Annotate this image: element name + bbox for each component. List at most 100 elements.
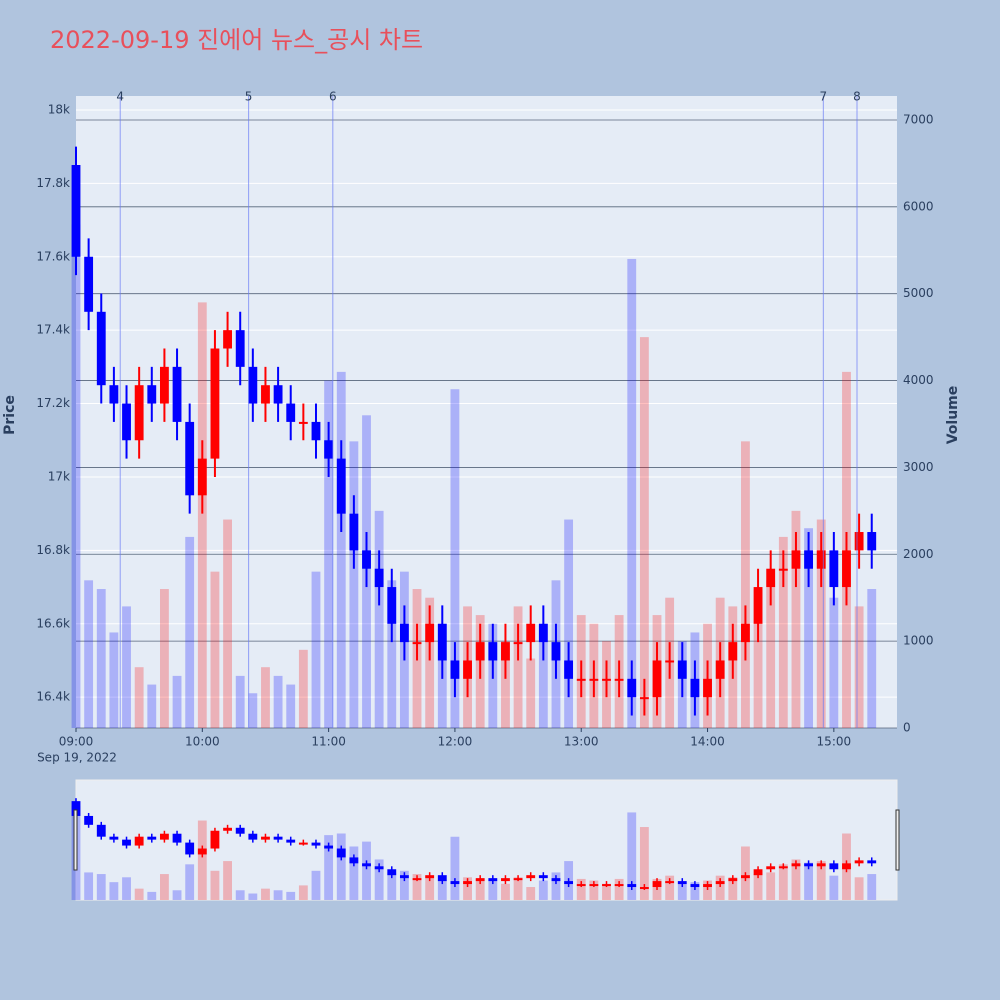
slider-candle-body	[425, 875, 435, 879]
slider-candle-body	[450, 881, 460, 885]
candle-body	[425, 623, 435, 643]
slider-volume-bar	[639, 827, 649, 900]
slider-candle-body	[197, 848, 207, 855]
slider-candle-body	[261, 836, 270, 840]
volume-bar	[134, 667, 144, 728]
volume-bar	[197, 302, 207, 728]
slider-volume-bar	[412, 874, 422, 900]
candle-body	[235, 330, 245, 367]
slider-volume-bar	[172, 890, 182, 900]
volume-bar	[829, 597, 839, 728]
volume-bar	[159, 589, 169, 728]
volume-bar	[109, 632, 119, 728]
slider-candle-body	[639, 887, 649, 890]
volume-bar	[172, 675, 182, 728]
slider-volume-bar	[159, 874, 169, 900]
slider-volume-bar	[829, 875, 839, 900]
slider-handle[interactable]	[73, 809, 78, 871]
slider-candle-body	[248, 833, 258, 840]
volume-bar	[298, 649, 308, 728]
slider-candle-body	[185, 842, 195, 855]
volume-bar	[324, 380, 334, 728]
slider-candle-body	[336, 848, 346, 858]
news-label: 5	[245, 90, 253, 104]
slider-candle-body	[374, 866, 384, 870]
candle-body	[816, 550, 826, 569]
slider-candle-body	[854, 860, 864, 864]
slider-candle-body	[589, 884, 599, 887]
slider-candle-body	[753, 869, 763, 876]
volume-bar	[185, 536, 195, 728]
candle-body	[122, 403, 131, 441]
x-tick-label: 09:00	[59, 735, 94, 749]
slider-candle-body	[399, 875, 409, 879]
slider-handle[interactable]	[895, 809, 900, 871]
y2-tick-label: 3000	[903, 460, 934, 474]
slider-volume-bar	[96, 874, 106, 900]
slider-volume-bar	[147, 891, 157, 900]
slider-volume-bar	[778, 864, 788, 900]
slider-candle-body	[210, 830, 220, 849]
slider-volume-bar	[804, 862, 814, 900]
y2-tick-label: 5000	[903, 286, 934, 300]
y2-tick-label: 7000	[903, 112, 934, 126]
volume-bar	[753, 589, 763, 728]
slider-candle-body	[778, 866, 788, 869]
slider-candle-body	[437, 875, 447, 882]
volume-bar	[526, 658, 536, 728]
slider-candle-body	[816, 863, 826, 867]
news-label: 6	[329, 90, 337, 104]
candle-body	[501, 642, 510, 661]
slider-candle-body	[362, 863, 371, 867]
slider-volume-bar	[703, 880, 712, 900]
slider-candle-body	[147, 836, 157, 840]
candle-body	[324, 440, 334, 459]
volume-bar	[741, 441, 750, 728]
x-tick-label: 15:00	[817, 735, 852, 749]
slider-candle-body	[829, 863, 839, 870]
volume-bar	[778, 536, 788, 728]
y-tick-label: 16.8k	[36, 543, 70, 557]
slider-volume-bar	[425, 875, 435, 900]
y2-axis-title: Volume	[945, 386, 961, 445]
slider-candle-body	[791, 863, 801, 867]
candle-body	[804, 550, 814, 569]
slider-volume-bar	[753, 874, 763, 900]
volume-bar	[84, 580, 94, 728]
slider-candle-body	[96, 824, 106, 837]
slider-candle-body	[71, 801, 81, 816]
slider-candle-body	[412, 878, 422, 881]
slider-volume-bar	[791, 859, 801, 900]
slider-volume-bar	[336, 833, 346, 900]
slider-candle-body	[627, 884, 637, 888]
candle-body	[766, 568, 776, 588]
volume-bar	[223, 519, 232, 728]
slider-volume-bar	[589, 880, 599, 900]
volume-bar	[766, 580, 776, 728]
y2-tick-label: 2000	[903, 547, 934, 561]
slider-volume-bar	[766, 872, 776, 900]
slider-volume-bar	[690, 882, 700, 900]
slider-candle-body	[715, 881, 725, 885]
y2-tick-label: 6000	[903, 199, 934, 213]
x-tick-label: 14:00	[690, 735, 725, 749]
candle-body	[564, 660, 574, 679]
volume-bar	[71, 224, 81, 728]
y2-tick-label: 0	[903, 721, 911, 735]
candle-body	[311, 421, 321, 441]
volume-bar	[538, 623, 548, 728]
volume-bar	[425, 597, 435, 728]
slider-volume-bar	[84, 872, 94, 900]
slider-candle-body	[298, 842, 308, 845]
slider-volume-bar	[816, 861, 826, 900]
volume-bar	[248, 693, 258, 728]
slider-candle-body	[324, 845, 334, 849]
candle-body	[715, 660, 725, 679]
slider-candle-body	[766, 866, 776, 870]
slider-candle-body	[564, 881, 574, 885]
slider-candle-body	[842, 863, 851, 870]
candle-body	[842, 550, 851, 588]
y2-tick-label: 4000	[903, 373, 934, 387]
y-tick-label: 17.8k	[36, 176, 70, 190]
